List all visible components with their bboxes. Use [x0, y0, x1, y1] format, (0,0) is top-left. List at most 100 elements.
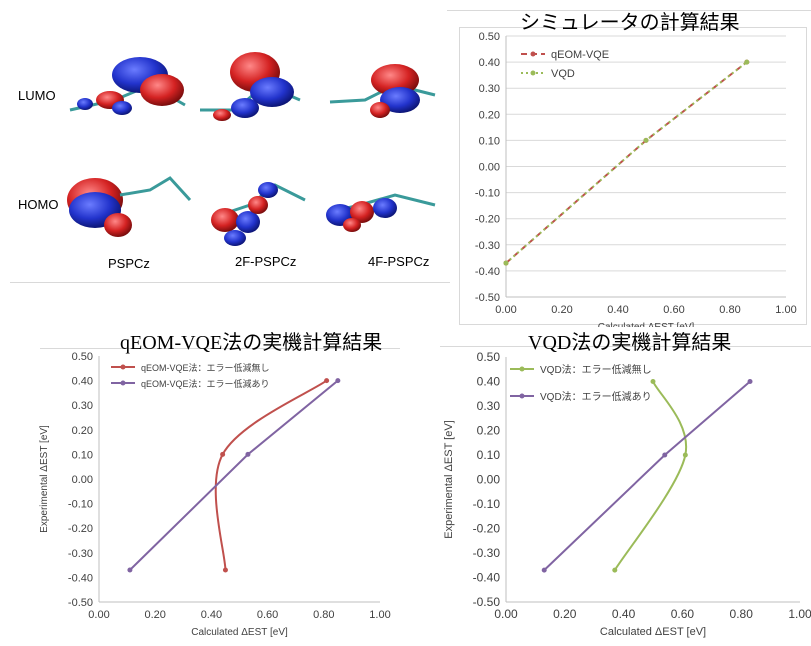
data-point — [127, 567, 133, 573]
legend-label: VQD法：エラー低減あり — [540, 390, 652, 403]
simulator-chart: -0.50 -0.40 -0.30 -0.20 -0.10 0.00 0.10 0.20 0.3… — [475, 31, 797, 327]
y-tick-label: -0.20 — [473, 522, 501, 536]
y-tick-label: 0.30 — [72, 400, 93, 412]
x-tick-label: 0.40 — [612, 607, 636, 621]
y-tick-label: 0.10 — [477, 448, 501, 462]
molecule-name-2f-pspcz: 2F-PSPCz — [235, 254, 297, 269]
y-tick-label: 0.30 — [477, 399, 501, 413]
y-tick-label: 0.30 — [479, 83, 500, 95]
legend-label: qEOM-VQE — [551, 49, 609, 61]
y-tick-label: -0.10 — [473, 497, 501, 511]
y-tick-label: -0.10 — [475, 188, 500, 200]
y-tick-label: -0.30 — [475, 240, 500, 252]
y-tick-label: -0.40 — [475, 266, 500, 278]
series-line — [129, 379, 339, 571]
molecule-name-4f-pspcz: 4F-PSPCz — [368, 254, 430, 269]
y-tick-label: 0.50 — [479, 31, 500, 43]
y-tick-label: 0.00 — [477, 473, 501, 487]
x-axis-title: Calculated ΔEST [eV] — [600, 626, 706, 638]
qeom-vqe-chart-title: qEOM-VQE法の実機計算結果 — [120, 332, 383, 354]
data-point — [643, 137, 649, 143]
legend-marker — [519, 366, 525, 372]
legend-marker — [530, 70, 536, 76]
legend-marker — [120, 380, 126, 386]
legend-label: qEOM-VQE法：エラー低減あり — [141, 378, 270, 389]
x-tick-label: 1.00 — [788, 607, 811, 621]
y-tick-label: -0.50 — [475, 292, 500, 304]
divider-top-right — [447, 10, 811, 11]
series-line — [543, 380, 751, 571]
x-axis-title: Calculated ΔEST [eV] — [191, 627, 288, 638]
y-tick-label: 0.40 — [72, 376, 93, 388]
data-point — [324, 378, 330, 384]
legend-marker — [120, 364, 126, 370]
x-tick-label: 0.20 — [553, 607, 577, 621]
orbital-illustrations — [67, 52, 436, 246]
x-tick-label: 0.80 — [313, 609, 334, 621]
data-point — [650, 379, 656, 384]
y-tick-label: 0.20 — [72, 425, 93, 437]
2f-pspcz-homo-orbital — [211, 182, 306, 246]
data-point — [222, 567, 228, 573]
y-tick-label: 0.20 — [479, 109, 500, 121]
y-tick-label: 0.40 — [479, 57, 500, 69]
vqd-chart: -0.50 -0.40 -0.30 -0.20 -0.10 0.00 0.10 0.20 0.3… — [443, 350, 811, 638]
y-axis-title: Experimental ΔEST [eV] — [443, 420, 455, 538]
data-point — [747, 379, 753, 384]
pspcz-lumo-orbital — [69, 57, 186, 115]
qeom-vqe-chart: -0.50 -0.40 -0.30 -0.20 -0.10 0.00 0.10 0.20 0.3… — [39, 351, 391, 638]
divider-bottom-left — [40, 348, 400, 349]
series-line — [613, 381, 688, 571]
homo-label: HOMO — [18, 197, 59, 212]
data-point — [682, 452, 688, 458]
y-tick-label: -0.40 — [68, 572, 93, 584]
x-tick-label: 1.00 — [369, 609, 390, 621]
y-tick-label: 0.20 — [477, 424, 501, 438]
y-tick-label: -0.30 — [68, 548, 93, 560]
x-tick-label: 0.80 — [719, 304, 740, 316]
molecule-name-pspcz: PSPCz — [108, 256, 150, 271]
y-tick-label: 0.00 — [72, 474, 93, 486]
legend-label: qEOM-VQE法：エラー低減無し — [141, 362, 270, 373]
x-axis-title: Calculated ΔEST [eV] — [598, 322, 695, 327]
x-tick-label: 0.20 — [551, 304, 572, 316]
legend-marker — [530, 51, 536, 57]
y-tick-label: 0.00 — [479, 162, 500, 174]
y-axis-title: Experimental ΔEST [eV] — [39, 425, 50, 533]
y-tick-label: 0.50 — [72, 351, 93, 363]
data-point — [744, 59, 750, 65]
x-tick-label: 0.20 — [144, 609, 165, 621]
2f-pspcz-lumo-orbital — [200, 52, 301, 121]
x-tick-label: 0.40 — [607, 304, 628, 316]
x-tick-label: 0.60 — [257, 609, 278, 621]
y-tick-label: -0.30 — [473, 546, 501, 560]
y-tick-label: -0.40 — [473, 571, 501, 585]
x-tick-label: 0.00 — [494, 607, 518, 621]
legend-marker — [519, 393, 525, 399]
y-tick-label: -0.20 — [475, 214, 500, 226]
simulator-chart-title: シミュレータの計算結果 — [520, 12, 740, 34]
divider-bottom-right — [440, 346, 811, 347]
y-tick-label: -0.50 — [473, 595, 501, 609]
x-tick-label: 0.80 — [730, 607, 754, 621]
data-point — [335, 378, 341, 384]
molecular-orbital-figure: LUMO HOMO PSPCz 2F-PSPCz 4F-PSPCz — [0, 0, 445, 290]
lumo-label: LUMO — [18, 88, 56, 103]
x-tick-label: 0.60 — [671, 607, 695, 621]
series-line — [505, 61, 748, 264]
x-tick-label: 0.00 — [495, 304, 516, 316]
x-tick-label: 1.00 — [775, 304, 796, 316]
4f-pspcz-lumo-orbital — [329, 64, 436, 118]
y-tick-label: -0.20 — [68, 523, 93, 535]
simulator-chart-frame — [459, 27, 807, 325]
y-tick-label: -0.50 — [68, 597, 93, 609]
data-point — [245, 451, 251, 457]
series-line — [214, 379, 328, 571]
x-tick-label: 0.60 — [663, 304, 684, 316]
x-tick-label: 0.40 — [201, 609, 222, 621]
divider-top-left — [10, 282, 450, 283]
y-tick-label: -0.10 — [68, 499, 93, 511]
data-point — [503, 260, 509, 266]
data-point — [541, 567, 547, 573]
y-tick-label: 0.10 — [479, 135, 500, 147]
